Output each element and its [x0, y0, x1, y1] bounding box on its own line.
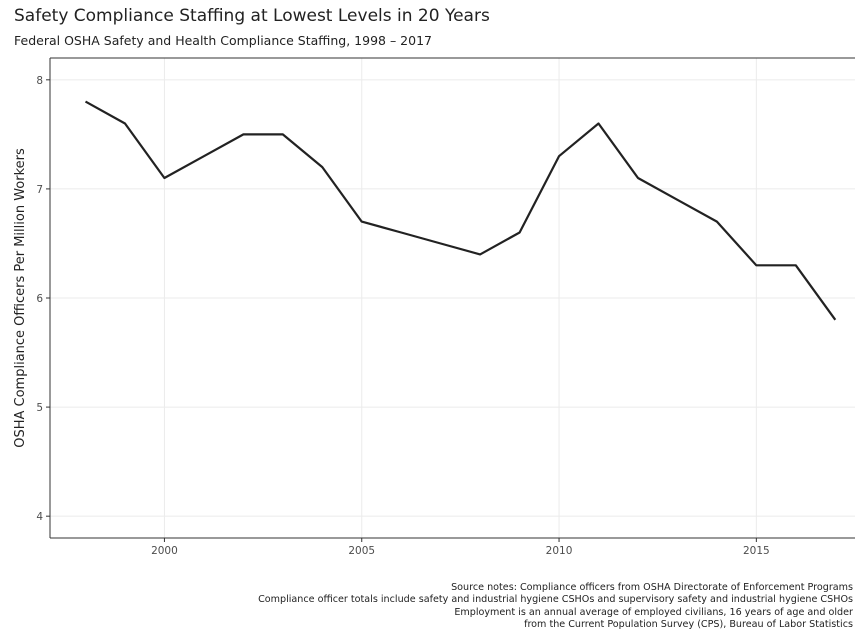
series-line	[84, 100, 837, 321]
x-tick-label: 2015	[743, 545, 770, 557]
y-tick-label: 4	[36, 511, 43, 523]
source-note-line: from the Current Population Survey (CPS)…	[524, 618, 853, 630]
y-tick-label: 7	[36, 184, 43, 196]
source-note-line: Compliance officer totals include safety…	[258, 594, 853, 606]
x-tick-label: 2010	[546, 545, 573, 557]
y-tick-label: 5	[36, 402, 43, 414]
chart-subtitle: Federal OSHA Safety and Health Complianc…	[14, 33, 432, 48]
y-tick-label: 6	[36, 293, 43, 305]
chart-title: Safety Compliance Staffing at Lowest Lev…	[14, 6, 490, 26]
source-note-line: Source notes: Compliance officers from O…	[451, 582, 853, 593]
x-tick-label: 2000	[151, 545, 178, 557]
tick-layer: 4 5 6 7 8 2000 2005 2010 2015	[36, 75, 769, 557]
y-axis-label: OSHA Compliance Officers Per Million Wor…	[13, 148, 28, 448]
source-note-line: Employment is an annual average of emplo…	[454, 606, 853, 618]
grid-layer	[50, 57, 855, 538]
y-tick-label: 8	[36, 75, 43, 87]
source-notes: Source notes: Compliance officers from O…	[11, 582, 853, 631]
line-chart: 4 5 6 7 8 2000 2005 2010 2015 OSHA Compliance Of…	[13, 57, 855, 557]
x-tick-label: 2005	[348, 545, 375, 557]
